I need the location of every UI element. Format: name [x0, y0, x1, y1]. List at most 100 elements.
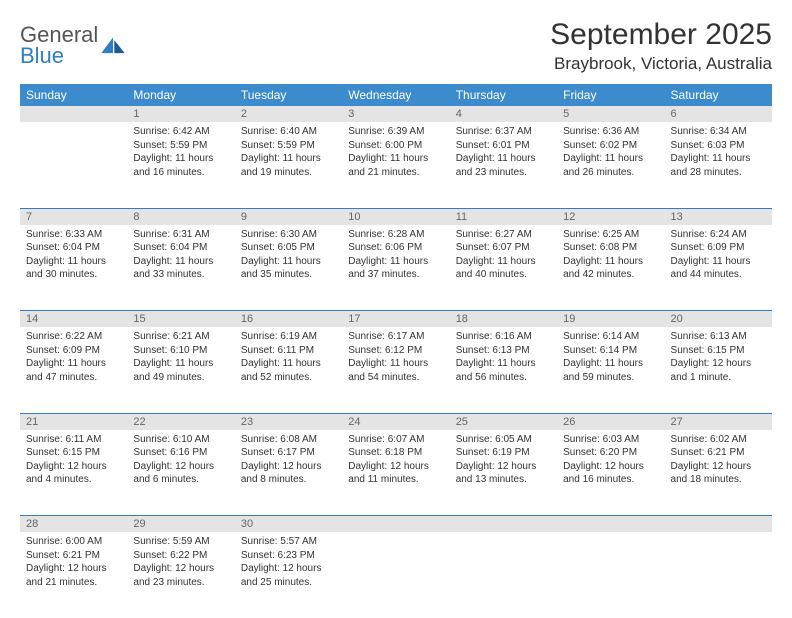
day-number: 21 [20, 413, 127, 430]
day-cell: Sunrise: 6:31 AMSunset: 6:04 PMDaylight:… [127, 225, 234, 311]
day-info-line: and 23 minutes. [456, 166, 551, 180]
weekday-header: Tuesday [235, 84, 342, 106]
day-info-line: Daylight: 12 hours [456, 460, 551, 474]
day-number [450, 516, 557, 533]
day-cell-content: Sunrise: 6:36 AMSunset: 6:02 PMDaylight:… [557, 122, 664, 185]
day-number: 15 [127, 311, 234, 328]
day-info-line: Sunset: 6:22 PM [133, 549, 228, 563]
day-cell: Sunrise: 6:02 AMSunset: 6:21 PMDaylight:… [665, 430, 772, 516]
day-info-line: Daylight: 12 hours [26, 562, 121, 576]
day-cell: Sunrise: 6:34 AMSunset: 6:03 PMDaylight:… [665, 122, 772, 208]
day-info-line: Daylight: 11 hours [241, 357, 336, 371]
day-cell-content: Sunrise: 5:57 AMSunset: 6:23 PMDaylight:… [235, 532, 342, 595]
title-block: September 2025 Braybrook, Victoria, Aust… [550, 18, 772, 74]
day-cell: Sunrise: 6:39 AMSunset: 6:00 PMDaylight:… [342, 122, 449, 208]
day-info-line: and 21 minutes. [26, 576, 121, 590]
day-info-line: Daylight: 11 hours [241, 152, 336, 166]
location-subtitle: Braybrook, Victoria, Australia [550, 54, 772, 74]
day-info-line: and 18 minutes. [671, 473, 766, 487]
day-cell: Sunrise: 6:05 AMSunset: 6:19 PMDaylight:… [450, 430, 557, 516]
day-info-line: Daylight: 11 hours [456, 357, 551, 371]
day-number-row: 282930 [20, 516, 772, 533]
day-cell-content: Sunrise: 6:37 AMSunset: 6:01 PMDaylight:… [450, 122, 557, 185]
day-info-line: and 13 minutes. [456, 473, 551, 487]
day-cell: Sunrise: 6:24 AMSunset: 6:09 PMDaylight:… [665, 225, 772, 311]
day-number [20, 106, 127, 122]
day-number: 30 [235, 516, 342, 533]
day-number: 24 [342, 413, 449, 430]
day-info-line: Sunrise: 6:11 AM [26, 433, 121, 447]
day-info-line: Sunset: 6:18 PM [348, 446, 443, 460]
day-info-line: Sunset: 6:04 PM [26, 241, 121, 255]
day-cell-content: Sunrise: 6:17 AMSunset: 6:12 PMDaylight:… [342, 327, 449, 390]
day-info-line: and 59 minutes. [563, 371, 658, 385]
day-cell-content: Sunrise: 6:24 AMSunset: 6:09 PMDaylight:… [665, 225, 772, 288]
day-info-line: Daylight: 11 hours [133, 152, 228, 166]
day-info-line: Sunrise: 6:14 AM [563, 330, 658, 344]
day-info-line: Sunrise: 6:13 AM [671, 330, 766, 344]
week-row: Sunrise: 6:22 AMSunset: 6:09 PMDaylight:… [20, 327, 772, 413]
day-number: 12 [557, 208, 664, 225]
day-cell-content: Sunrise: 6:02 AMSunset: 6:21 PMDaylight:… [665, 430, 772, 493]
day-info-line: Daylight: 11 hours [671, 255, 766, 269]
day-info-line: and 42 minutes. [563, 268, 658, 282]
day-cell-content: Sunrise: 5:59 AMSunset: 6:22 PMDaylight:… [127, 532, 234, 595]
day-info-line: Sunset: 6:09 PM [671, 241, 766, 255]
day-number: 10 [342, 208, 449, 225]
day-info-line: Sunset: 6:10 PM [133, 344, 228, 358]
day-info-line: and 21 minutes. [348, 166, 443, 180]
day-number-row: 123456 [20, 106, 772, 122]
day-cell [20, 122, 127, 208]
day-number: 1 [127, 106, 234, 122]
day-cell-content [20, 122, 127, 131]
day-info-line: Sunrise: 6:37 AM [456, 125, 551, 139]
day-info-line: and 28 minutes. [671, 166, 766, 180]
day-info-line: and 54 minutes. [348, 371, 443, 385]
day-cell-content: Sunrise: 6:14 AMSunset: 6:14 PMDaylight:… [557, 327, 664, 390]
day-cell-content [342, 532, 449, 541]
day-cell-content: Sunrise: 6:31 AMSunset: 6:04 PMDaylight:… [127, 225, 234, 288]
day-number: 8 [127, 208, 234, 225]
day-cell-content [450, 532, 557, 541]
day-info-line: Daylight: 11 hours [241, 255, 336, 269]
day-info-line: Sunrise: 6:28 AM [348, 228, 443, 242]
day-info-line: Daylight: 11 hours [133, 255, 228, 269]
day-number: 7 [20, 208, 127, 225]
day-cell: Sunrise: 6:30 AMSunset: 6:05 PMDaylight:… [235, 225, 342, 311]
day-cell-content: Sunrise: 6:39 AMSunset: 6:00 PMDaylight:… [342, 122, 449, 185]
day-info-line: Sunrise: 6:02 AM [671, 433, 766, 447]
day-info-line: Daylight: 11 hours [348, 255, 443, 269]
day-info-line: Sunrise: 6:19 AM [241, 330, 336, 344]
day-info-line: Sunset: 6:02 PM [563, 139, 658, 153]
day-cell-content: Sunrise: 6:10 AMSunset: 6:16 PMDaylight:… [127, 430, 234, 493]
day-cell: Sunrise: 6:13 AMSunset: 6:15 PMDaylight:… [665, 327, 772, 413]
day-info-line: Daylight: 11 hours [563, 357, 658, 371]
day-info-line: Sunrise: 6:22 AM [26, 330, 121, 344]
day-info-line: Sunset: 6:20 PM [563, 446, 658, 460]
day-info-line: and 35 minutes. [241, 268, 336, 282]
day-cell: Sunrise: 6:14 AMSunset: 6:14 PMDaylight:… [557, 327, 664, 413]
day-cell: Sunrise: 6:25 AMSunset: 6:08 PMDaylight:… [557, 225, 664, 311]
day-info-line: Daylight: 11 hours [26, 255, 121, 269]
day-info-line: Sunset: 6:15 PM [26, 446, 121, 460]
day-number-row: 78910111213 [20, 208, 772, 225]
week-row: Sunrise: 6:00 AMSunset: 6:21 PMDaylight:… [20, 532, 772, 618]
day-cell-content: Sunrise: 6:07 AMSunset: 6:18 PMDaylight:… [342, 430, 449, 493]
day-number: 29 [127, 516, 234, 533]
day-info-line: Sunset: 5:59 PM [241, 139, 336, 153]
header: General Blue September 2025 Braybrook, V… [20, 18, 772, 74]
day-info-line: Sunset: 6:00 PM [348, 139, 443, 153]
day-info-line: and 6 minutes. [133, 473, 228, 487]
day-cell: Sunrise: 6:10 AMSunset: 6:16 PMDaylight:… [127, 430, 234, 516]
logo: General Blue [20, 24, 126, 67]
day-number: 28 [20, 516, 127, 533]
day-cell: Sunrise: 6:42 AMSunset: 5:59 PMDaylight:… [127, 122, 234, 208]
day-cell: Sunrise: 6:17 AMSunset: 6:12 PMDaylight:… [342, 327, 449, 413]
day-info-line: and 23 minutes. [133, 576, 228, 590]
day-number: 18 [450, 311, 557, 328]
day-info-line: Sunset: 6:01 PM [456, 139, 551, 153]
day-info-line: Daylight: 11 hours [348, 152, 443, 166]
day-info-line: Sunrise: 6:39 AM [348, 125, 443, 139]
day-number [557, 516, 664, 533]
day-info-line: Daylight: 11 hours [671, 152, 766, 166]
